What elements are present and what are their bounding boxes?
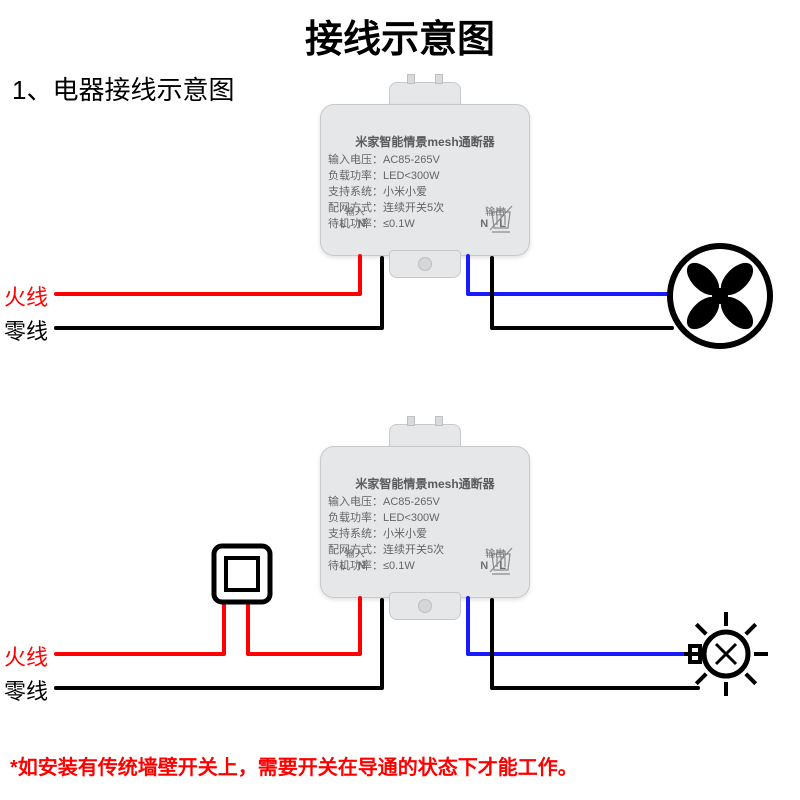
spec-line: 负载功率：LED<300W <box>328 511 522 527</box>
output-terminals: 输出 N L <box>480 545 510 572</box>
wire-label-live: 火线 <box>4 280 48 312</box>
device-body: 米家智能情景mesh通断器 输入电压：AC85-265V 负载功率：LED<30… <box>320 446 530 598</box>
product-title: 米家智能情景mesh通断器 <box>328 134 522 151</box>
device-body: 米家智能情景mesh通断器 输入电压：AC85-265V 负载功率：LED<30… <box>320 104 530 256</box>
diagram-subtitle: 1、电器接线示意图 <box>12 70 234 107</box>
spec-line: 支持系统：小米小爱 <box>328 527 522 543</box>
input-terminals: 输入 L N <box>340 203 370 230</box>
terminal-labels: 输入 L N 输出 N L <box>320 203 530 230</box>
mounting-hole <box>418 599 432 613</box>
device-prongs <box>407 416 443 426</box>
wire-label-live: 火线 <box>4 640 48 672</box>
diagram-title: 接线示意图 <box>0 8 800 63</box>
spec-line: 支持系统：小米小爱 <box>328 185 522 201</box>
mounting-hole <box>418 257 432 271</box>
spec-line: 输入电压：AC85-265V <box>328 495 522 511</box>
device-module-2: 米家智能情景mesh通断器 输入电压：AC85-265V 负载功率：LED<30… <box>320 424 530 620</box>
footer-note: *如安装有传统墙壁开关上，需要开关在导通的状态下才能工作。 <box>10 751 578 780</box>
device-module-1: 米家智能情景mesh通断器 输入电压：AC85-265V 负载功率：LED<30… <box>320 82 530 278</box>
device-prongs <box>407 74 443 84</box>
product-title: 米家智能情景mesh通断器 <box>328 476 522 493</box>
input-terminals: 输入 L N <box>340 545 370 572</box>
spec-line: 输入电压：AC85-265V <box>328 153 522 169</box>
device-bottom-tab <box>389 592 461 620</box>
spec-line: 负载功率：LED<300W <box>328 169 522 185</box>
output-terminals: 输出 N L <box>480 203 510 230</box>
wire-label-neutral: 零线 <box>4 314 48 346</box>
wire-label-neutral: 零线 <box>4 674 48 706</box>
terminal-labels: 输入 L N 输出 N L <box>320 545 530 572</box>
device-bottom-tab <box>389 250 461 278</box>
